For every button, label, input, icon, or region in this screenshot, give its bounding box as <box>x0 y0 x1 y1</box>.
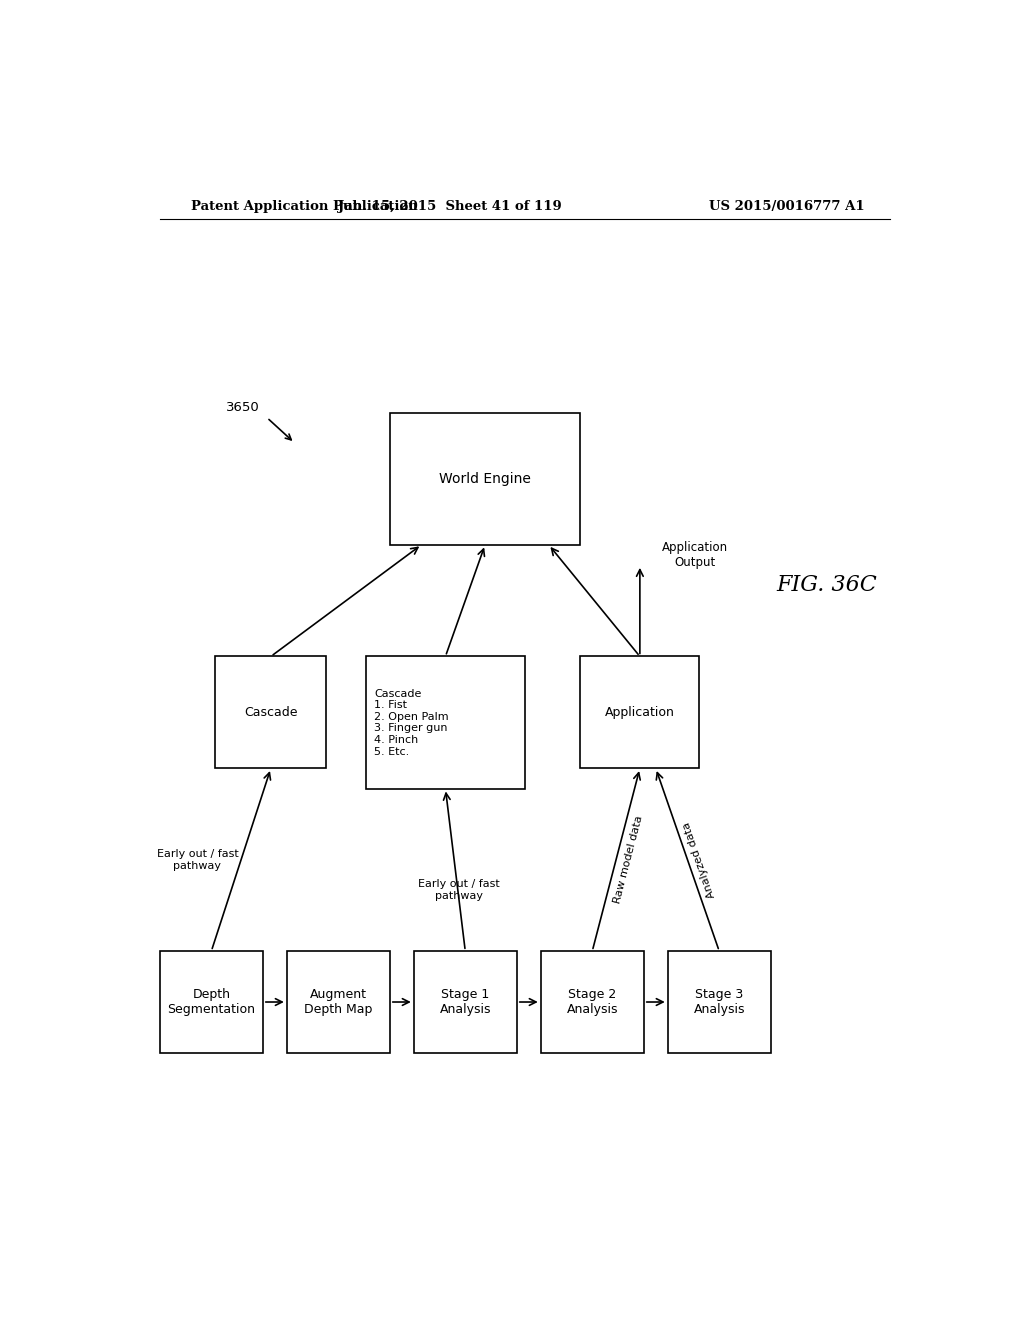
Bar <box>367 656 524 788</box>
Text: Jan. 15, 2015  Sheet 41 of 119: Jan. 15, 2015 Sheet 41 of 119 <box>338 199 561 213</box>
Bar <box>215 656 327 768</box>
Text: Application: Application <box>605 706 675 719</box>
Text: Patent Application Publication: Patent Application Publication <box>191 199 418 213</box>
Text: Cascade
1. Fist
2. Open Palm
3. Finger gun
4. Pinch
5. Etc.: Cascade 1. Fist 2. Open Palm 3. Finger g… <box>374 689 449 756</box>
Bar <box>390 413 581 545</box>
Bar <box>541 952 644 1053</box>
Text: Raw model data: Raw model data <box>611 814 644 904</box>
Bar <box>160 952 263 1053</box>
Bar <box>287 952 390 1053</box>
Text: Stage 3
Analysis: Stage 3 Analysis <box>693 987 745 1016</box>
Bar <box>581 656 699 768</box>
Bar <box>668 952 771 1053</box>
Text: Analyzed data: Analyzed data <box>682 820 717 899</box>
Text: Stage 1
Analysis: Stage 1 Analysis <box>439 987 492 1016</box>
Text: Early out / fast
pathway: Early out / fast pathway <box>157 849 239 870</box>
Text: US 2015/0016777 A1: US 2015/0016777 A1 <box>709 199 864 213</box>
Text: 3650: 3650 <box>226 401 260 414</box>
Text: Application
Output: Application Output <box>663 541 728 569</box>
Text: Depth
Segmentation: Depth Segmentation <box>167 987 255 1016</box>
Bar <box>414 952 517 1053</box>
Text: Cascade: Cascade <box>244 706 298 719</box>
Text: Stage 2
Analysis: Stage 2 Analysis <box>566 987 618 1016</box>
Text: Augment
Depth Map: Augment Depth Map <box>304 987 373 1016</box>
Text: World Engine: World Engine <box>439 471 531 486</box>
Text: Early out / fast
pathway: Early out / fast pathway <box>419 879 500 902</box>
Text: FIG. 36C: FIG. 36C <box>776 574 877 597</box>
